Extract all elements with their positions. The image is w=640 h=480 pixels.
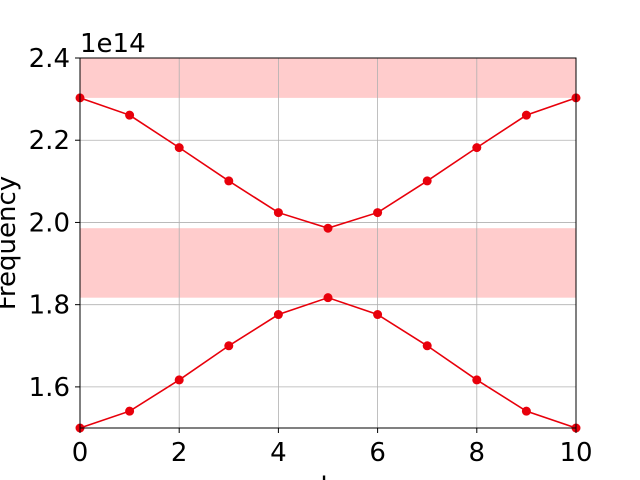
- plot-frame: [79, 57, 577, 429]
- series-0-point-9: [521, 110, 531, 120]
- x-tick-label-2: 4: [270, 438, 287, 468]
- x-axis-label: k: [320, 472, 335, 480]
- axis-ticks: 0 2 4 6 8 10 1.6 1.8 2.0 2.2 2.4: [29, 44, 593, 468]
- x-tick-label-4: 8: [469, 438, 486, 468]
- x-tick-label-1: 2: [171, 438, 188, 468]
- series-1-point-4: [273, 310, 283, 320]
- series-1-point-9: [521, 406, 531, 416]
- x-tick-label-3: 6: [369, 438, 386, 468]
- series-1-point-7: [422, 341, 432, 351]
- series-0-point-4: [273, 208, 283, 218]
- series-1-point-5: [323, 293, 333, 303]
- series-1-point-8: [472, 375, 482, 385]
- data-series: [75, 93, 581, 433]
- y-tick-label-4: 2.4: [29, 44, 70, 74]
- series-0-point-2: [174, 143, 184, 153]
- y-tick-label-1: 1.8: [29, 291, 70, 321]
- y-tick-label-3: 2.2: [29, 126, 70, 156]
- series-1-point-6: [373, 310, 383, 320]
- series-0-point-1: [125, 110, 135, 120]
- series-0-point-8: [472, 143, 482, 153]
- axis-labels: 1e14 k Frequency: [0, 29, 336, 480]
- series-0-point-6: [373, 208, 383, 218]
- series-line-1: [79, 296, 577, 429]
- y-tick-label-2: 2.0: [29, 208, 70, 238]
- x-tick-label-0: 0: [72, 438, 89, 468]
- band-gap-1: [80, 58, 576, 98]
- series-1-point-3: [224, 341, 234, 351]
- series-1-point-2: [174, 375, 184, 385]
- y-offset-label: 1e14: [80, 29, 146, 59]
- y-tick-label-0: 1.6: [29, 373, 70, 403]
- series-0-point-5: [323, 223, 333, 233]
- series-line-0: [79, 97, 577, 230]
- series-0-point-3: [224, 176, 234, 186]
- series-1-point-1: [125, 406, 135, 416]
- x-tick-label-5: 10: [559, 438, 592, 468]
- y-axis-label: Frequency: [0, 176, 22, 310]
- band-gap-regions: [80, 58, 576, 298]
- series-0-point-7: [422, 176, 432, 186]
- band-gap-0: [80, 228, 576, 298]
